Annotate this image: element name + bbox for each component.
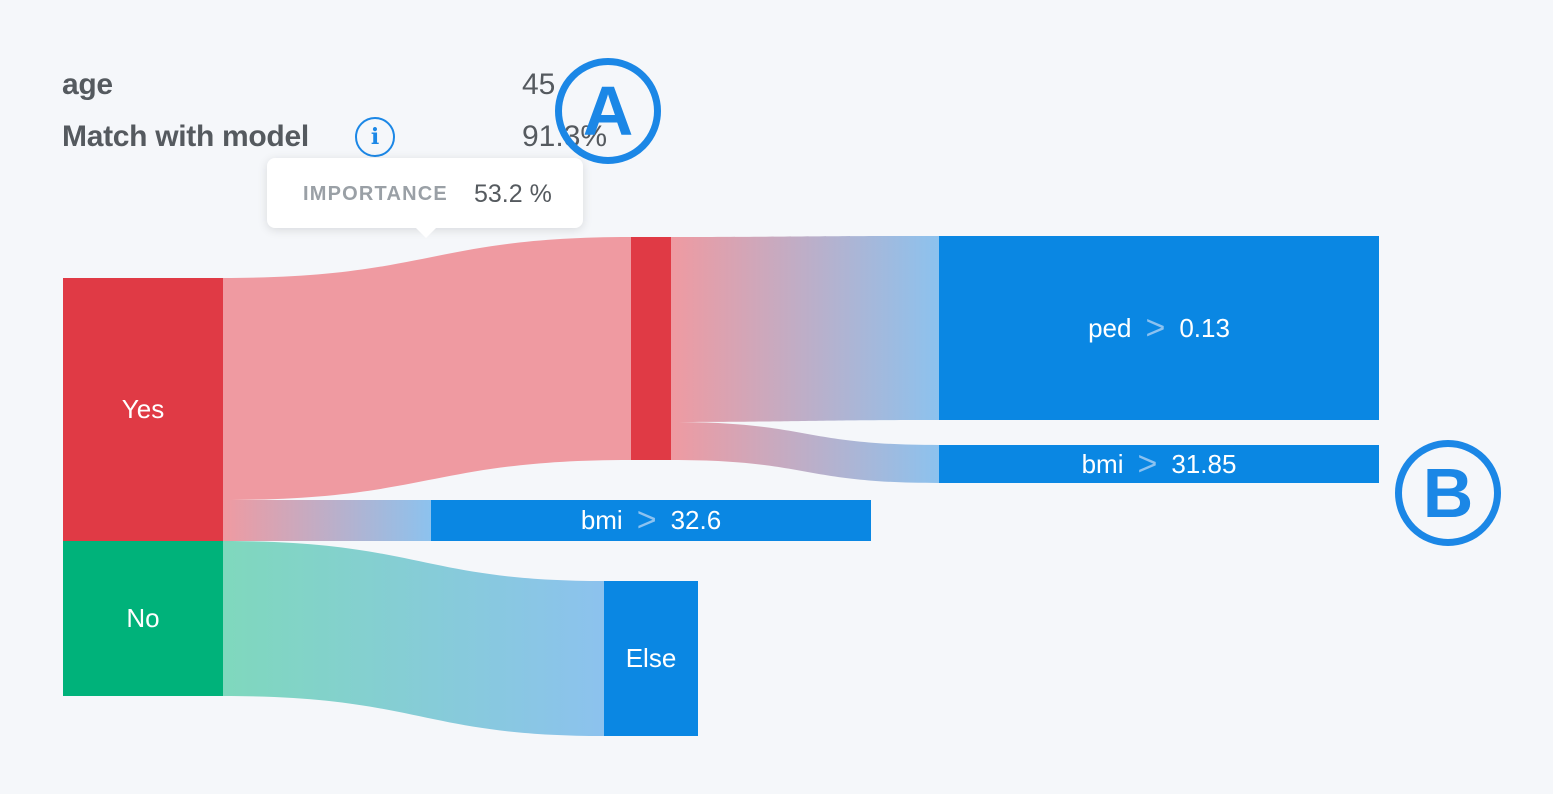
link-yes-to-split[interactable] [223, 237, 631, 500]
node-ped[interactable]: ped > 0.13 [939, 236, 1379, 420]
bmi-mid-feature: bmi [580, 505, 623, 535]
link-split-to-ped[interactable] [671, 236, 939, 422]
age-value: 45 [522, 68, 556, 101]
node-else[interactable]: Else [604, 581, 698, 736]
bmi-mid-threshold: 32.6 [670, 505, 722, 535]
link-yes-to-bmi-mid[interactable] [223, 500, 431, 541]
link-no-to-else[interactable] [223, 541, 604, 736]
age-row: age 45 [62, 65, 555, 105]
importance-tooltip: IMPORTANCE 53.2 % [267, 158, 583, 238]
link-split-to-bmi-top[interactable] [671, 422, 939, 483]
match-label: Match with model [62, 120, 309, 153]
marker-b: B [1395, 440, 1501, 546]
tooltip-label: IMPORTANCE [303, 183, 448, 205]
greater-than-icon: > [636, 501, 657, 539]
bmi-top-feature: bmi [1081, 448, 1124, 479]
node-bmi-top[interactable]: bmi > 31.85 [939, 445, 1379, 483]
greater-than-icon: > [1145, 308, 1166, 347]
tooltip-value: 53.2 % [474, 180, 552, 208]
node-split[interactable] [631, 237, 671, 460]
age-label: age [62, 68, 113, 101]
ped-feature: ped [1088, 312, 1132, 343]
node-bmi-mid[interactable]: bmi > 32.6 [431, 500, 871, 541]
greater-than-icon: > [1137, 444, 1158, 483]
marker-a: A [555, 58, 661, 164]
ped-threshold: 0.13 [1179, 312, 1230, 343]
node-yes[interactable]: Yes [63, 278, 223, 541]
node-no[interactable]: No [63, 541, 223, 696]
bmi-top-threshold: 31.85 [1171, 448, 1237, 479]
info-icon[interactable]: i [355, 117, 395, 157]
